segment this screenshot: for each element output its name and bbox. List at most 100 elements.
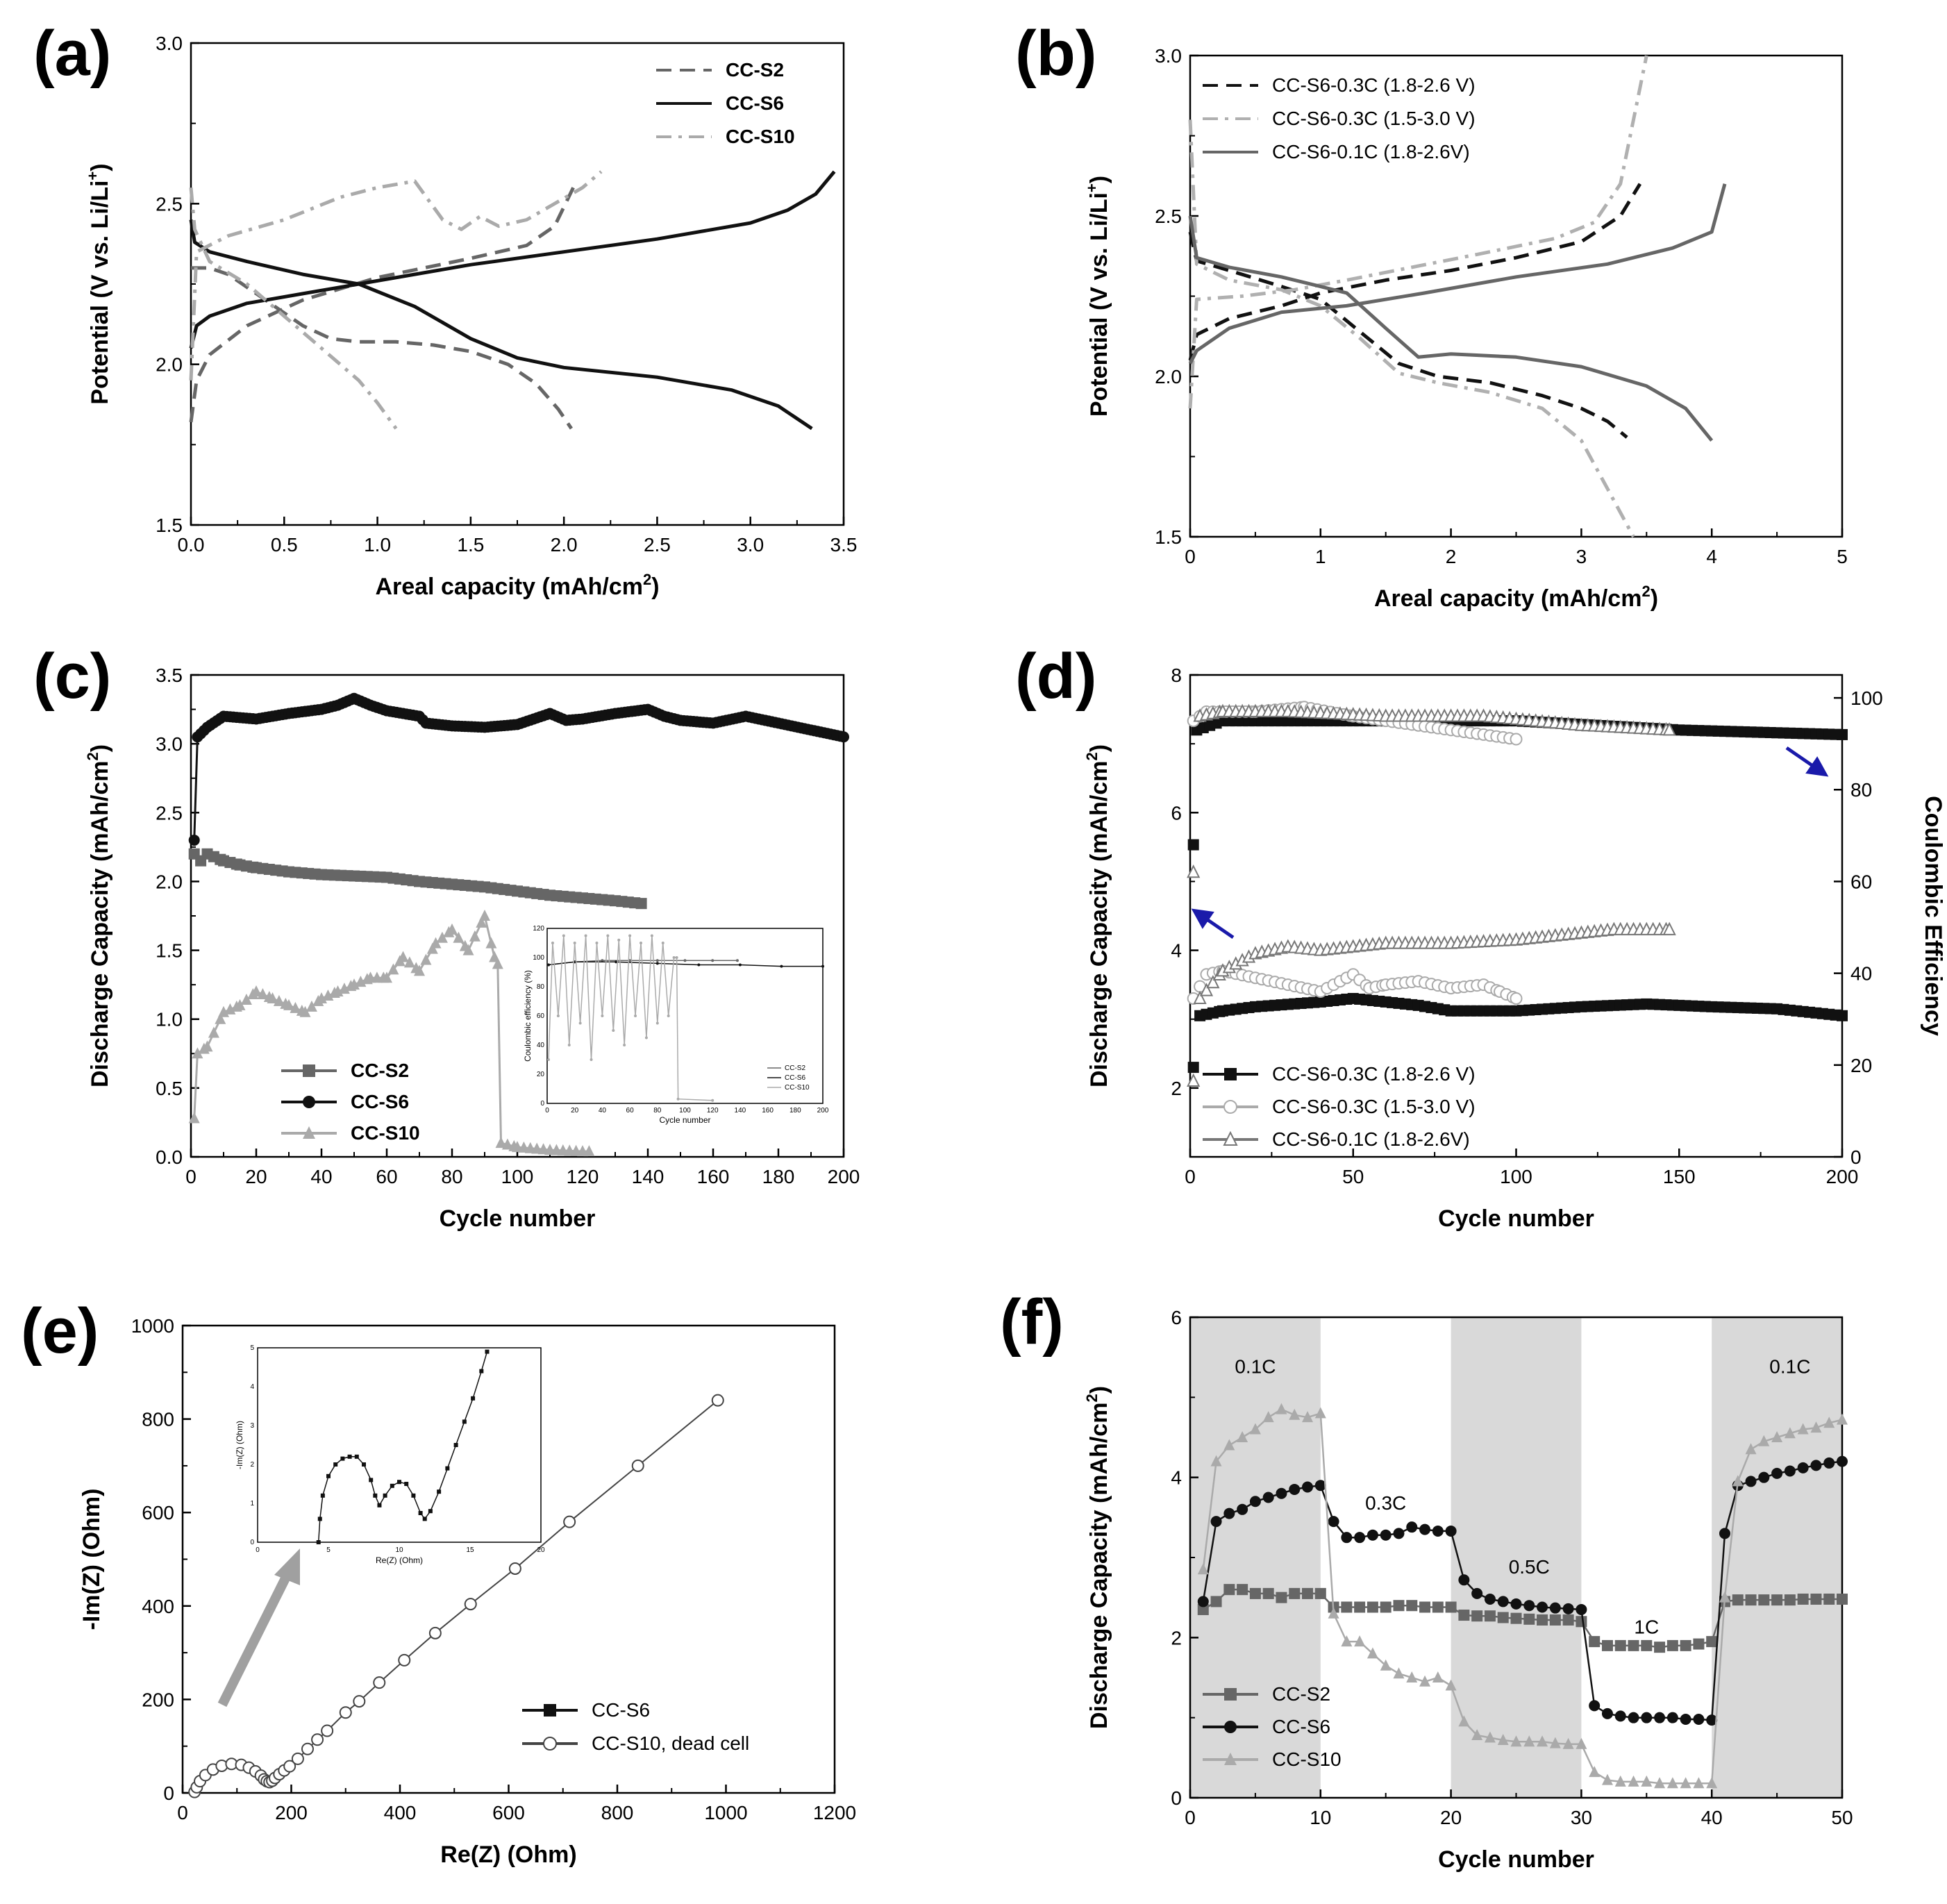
rate-label: 0.1C — [1235, 1356, 1276, 1378]
x-axis-title-main: Areal capacity (mAh/cm — [1374, 585, 1642, 612]
plot-area — [1197, 1403, 1848, 1789]
data-point — [273, 994, 285, 1006]
data-point — [1745, 1594, 1757, 1606]
inset-data-point — [711, 959, 715, 962]
data-point — [1576, 1616, 1587, 1628]
x-axis-title: Cycle number — [1438, 1205, 1594, 1232]
data-point — [303, 1126, 315, 1139]
data-point — [1484, 1731, 1496, 1743]
y-axis-title-end: ) — [1086, 176, 1112, 183]
curve-segment — [189, 170, 836, 349]
inset-data-point — [697, 963, 701, 967]
data-point — [1693, 1777, 1705, 1789]
x-tick-label: 20 — [245, 1166, 267, 1187]
x-tick-label: 1200 — [813, 1802, 856, 1823]
data-point — [1797, 1423, 1809, 1435]
data-point — [1276, 1592, 1287, 1603]
panel-f: 0 10 20 30 40 50 0 2 4 6 Cycle number Discharge Cap… — [1000, 1287, 1853, 1873]
data-point — [430, 937, 442, 949]
inset-pointer-arrow — [217, 1570, 293, 1707]
inset-data-point — [578, 1021, 582, 1025]
data-point — [1589, 1636, 1601, 1648]
data-point — [208, 1026, 219, 1038]
data-point — [1771, 1594, 1783, 1606]
inset-x-tick-label: 140 — [735, 1107, 746, 1114]
legend-label: CC-S2 — [351, 1060, 409, 1081]
data-point — [1224, 1688, 1237, 1701]
data-point — [1537, 1735, 1548, 1747]
inset-data-point — [617, 938, 621, 942]
y-axis-title: -Im(Z) (Ohm) — [78, 1489, 105, 1630]
curve-segment — [1188, 231, 1628, 439]
x-axis-title: Areal capacity (mAh/cm2) — [375, 571, 659, 600]
inset-y-tick-label: 100 — [533, 954, 544, 962]
data-point — [1393, 1528, 1405, 1539]
y-tick-label: 6 — [1171, 802, 1182, 824]
data-point — [1562, 1737, 1574, 1749]
inset-data-point — [590, 1058, 593, 1061]
legend-label: CC-S10, dead cell — [592, 1732, 749, 1754]
series-group — [1187, 703, 1676, 1087]
rate-band — [1712, 1317, 1842, 1798]
inset-data-point — [397, 1480, 401, 1485]
y2-tick-label: 60 — [1850, 871, 1872, 892]
panel-c: 0 20 40 60 80 100 120 140 160 180 2000.00.51.01.52… — [33, 641, 860, 1232]
y-tick-label: 1.0 — [156, 1009, 183, 1030]
inset-data-point — [479, 1369, 484, 1373]
inset-data-point — [453, 1443, 458, 1447]
data-point — [398, 1653, 411, 1667]
data-point — [234, 999, 246, 1010]
inset-data-point — [601, 1014, 604, 1017]
y-axis-title-end: ) — [87, 163, 113, 171]
data-point — [1549, 1614, 1561, 1626]
data-point — [1576, 1603, 1587, 1615]
data-point — [1654, 1712, 1666, 1723]
y-tick-label: 1.5 — [1155, 526, 1182, 548]
data-point — [1314, 1587, 1326, 1599]
plot-area — [188, 692, 849, 1157]
legend-label: CC-S6-0.1C (1.8-2.6V) — [1272, 1128, 1470, 1150]
y-tick-label: 3.0 — [156, 33, 183, 54]
inset-data-point — [655, 959, 659, 962]
x-tick-label: 3.0 — [737, 534, 764, 556]
x-tick-label: 2.5 — [644, 534, 671, 556]
y-axis-title-end: ) — [1086, 744, 1112, 752]
x-tick-label: 200 — [275, 1802, 308, 1823]
data-point — [1680, 1639, 1691, 1651]
panel-letter: (f) — [1000, 1287, 1064, 1358]
data-point — [1393, 1667, 1405, 1679]
legend-item: CC-S6-0.1C (1.8-2.6V) — [1203, 141, 1470, 162]
legend-label: CC-S6 — [592, 1699, 650, 1721]
data-point — [1641, 1639, 1653, 1651]
curve-segment — [1188, 55, 1648, 409]
data-point — [1471, 1729, 1483, 1741]
data-point — [414, 964, 425, 976]
shaded-bands — [1190, 1317, 1842, 1798]
y-tick-label: 1.5 — [156, 515, 183, 536]
inset-series-line — [548, 961, 823, 967]
x-tick-label: 3.5 — [830, 534, 858, 556]
data-point — [1745, 1476, 1757, 1487]
panel-letter: (b) — [1015, 18, 1096, 89]
inset-frame — [257, 1347, 542, 1543]
inset-data-point — [390, 1483, 394, 1488]
legend-item: CC-S10 — [656, 126, 795, 147]
inset-data-point — [418, 1511, 423, 1515]
x-tick-label: 0.5 — [271, 534, 298, 556]
legend-item: CC-S2 — [1203, 1683, 1330, 1705]
panel-letter: (c) — [33, 641, 111, 712]
data-point — [1367, 1601, 1378, 1613]
y-axis-title-sup: + — [84, 172, 101, 181]
y-axis-title: Discharge Capacity (mAh/cm2) — [84, 744, 113, 1087]
inset-data-point — [462, 1419, 467, 1424]
x-tick-label: 800 — [601, 1802, 634, 1823]
inset-y-tick-label: 120 — [533, 925, 544, 933]
data-point — [1784, 1427, 1796, 1439]
data-point — [1837, 1010, 1848, 1021]
x-tick-label: 0.0 — [178, 534, 205, 556]
inset-data-point — [377, 1503, 382, 1508]
data-point — [420, 953, 432, 965]
data-point — [303, 1096, 315, 1108]
